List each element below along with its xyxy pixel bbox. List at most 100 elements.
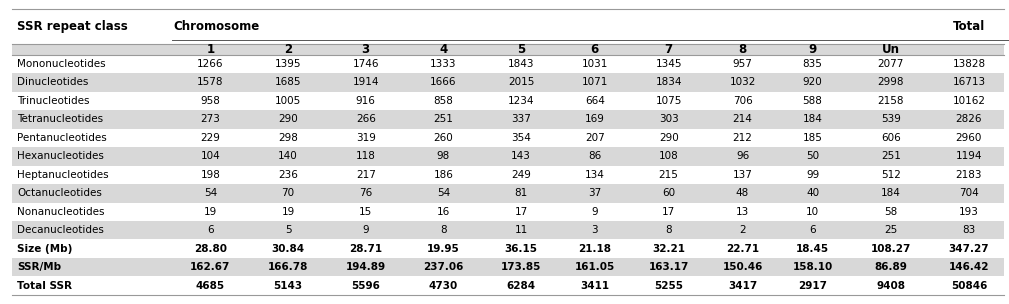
Text: 137: 137 [733,170,753,180]
Text: 298: 298 [278,133,298,143]
Text: 58: 58 [884,207,897,217]
Text: 5: 5 [517,43,525,56]
Text: 30.84: 30.84 [271,244,305,254]
Text: 37: 37 [588,188,601,198]
Text: 214: 214 [733,114,753,124]
Text: 2077: 2077 [878,59,904,69]
Text: 118: 118 [356,151,375,161]
Text: 98: 98 [437,151,450,161]
Text: Nonanucleotides: Nonanucleotides [17,207,105,217]
Text: 161.05: 161.05 [575,262,614,272]
Text: 48: 48 [736,188,749,198]
Text: Heptanucleotides: Heptanucleotides [17,170,109,180]
Text: 16713: 16713 [952,78,986,88]
Text: 193: 193 [959,207,979,217]
Text: Un: Un [882,43,900,56]
Text: 22.71: 22.71 [725,244,759,254]
Text: 17: 17 [515,207,528,217]
Text: 539: 539 [881,114,901,124]
Text: 2: 2 [285,43,293,56]
Text: 319: 319 [356,133,375,143]
Text: 8: 8 [739,43,747,56]
Text: 1395: 1395 [274,59,302,69]
Text: 9: 9 [591,207,598,217]
Text: 99: 99 [806,170,819,180]
Text: 2917: 2917 [798,281,827,291]
Text: 108: 108 [659,151,678,161]
Text: 354: 354 [511,133,531,143]
Text: 54: 54 [437,188,450,198]
Bar [12,258,1004,276]
Text: 6: 6 [207,225,214,235]
Text: 70: 70 [282,188,295,198]
Text: 1333: 1333 [430,59,457,69]
Text: 146.42: 146.42 [948,262,989,272]
Text: 17: 17 [662,207,675,217]
Text: 7: 7 [665,43,673,56]
Text: 2960: 2960 [956,133,982,143]
Text: Total SSR: Total SSR [17,281,73,291]
Text: 2998: 2998 [878,78,904,88]
Bar [12,147,1004,166]
Text: 290: 290 [659,133,678,143]
Text: 19.95: 19.95 [427,244,460,254]
Text: 96: 96 [736,151,749,161]
Text: 1834: 1834 [656,78,682,88]
Text: 104: 104 [201,151,220,161]
Text: Pentanucleotides: Pentanucleotides [17,133,107,143]
Text: 1234: 1234 [508,96,534,106]
Text: 606: 606 [881,133,901,143]
Text: Decanucleotides: Decanucleotides [17,225,104,235]
Text: 6: 6 [590,43,599,56]
Text: 185: 185 [802,133,822,143]
Text: 9: 9 [808,43,816,56]
Text: SSR/Mb: SSR/Mb [17,262,62,272]
Text: 273: 273 [201,114,220,124]
Text: 134: 134 [585,170,604,180]
Text: Chromosome: Chromosome [174,20,260,33]
Text: 86: 86 [588,151,601,161]
Text: Hexanucleotides: Hexanucleotides [17,151,104,161]
Text: Trinucleotides: Trinucleotides [17,96,90,106]
Text: 11: 11 [515,225,528,235]
Text: 1031: 1031 [581,59,608,69]
Text: 2826: 2826 [956,114,982,124]
Text: 237.06: 237.06 [423,262,463,272]
Text: 1075: 1075 [656,96,682,106]
Text: 143: 143 [511,151,531,161]
Text: 1266: 1266 [197,59,224,69]
Text: 86.89: 86.89 [875,262,907,272]
Text: 169: 169 [585,114,604,124]
Text: 21.18: 21.18 [578,244,611,254]
Text: 588: 588 [802,96,822,106]
Text: 2: 2 [740,225,746,235]
Text: 4685: 4685 [196,281,225,291]
Text: 36.15: 36.15 [504,244,538,254]
Text: 1746: 1746 [352,59,379,69]
Text: 173.85: 173.85 [500,262,541,272]
Text: 50846: 50846 [950,281,987,291]
Text: 207: 207 [585,133,604,143]
Text: 162.67: 162.67 [191,262,231,272]
Text: 215: 215 [659,170,679,180]
Text: 706: 706 [733,96,753,106]
Text: 186: 186 [434,170,453,180]
Text: 1666: 1666 [430,78,457,88]
Text: 958: 958 [201,96,220,106]
Text: 158.10: 158.10 [792,262,832,272]
Text: 19: 19 [204,207,217,217]
Text: 5255: 5255 [654,281,683,291]
Text: 18.45: 18.45 [796,244,829,254]
Text: 60: 60 [662,188,675,198]
Text: 32.21: 32.21 [652,244,685,254]
Text: 1914: 1914 [352,78,379,88]
Bar [12,221,1004,240]
Text: 3: 3 [361,43,369,56]
Text: 81: 81 [515,188,528,198]
Text: 1: 1 [207,43,215,56]
Text: 150.46: 150.46 [722,262,763,272]
Text: 260: 260 [434,133,453,143]
Text: 217: 217 [356,170,375,180]
Text: 28.71: 28.71 [349,244,382,254]
Text: 5596: 5596 [351,281,380,291]
